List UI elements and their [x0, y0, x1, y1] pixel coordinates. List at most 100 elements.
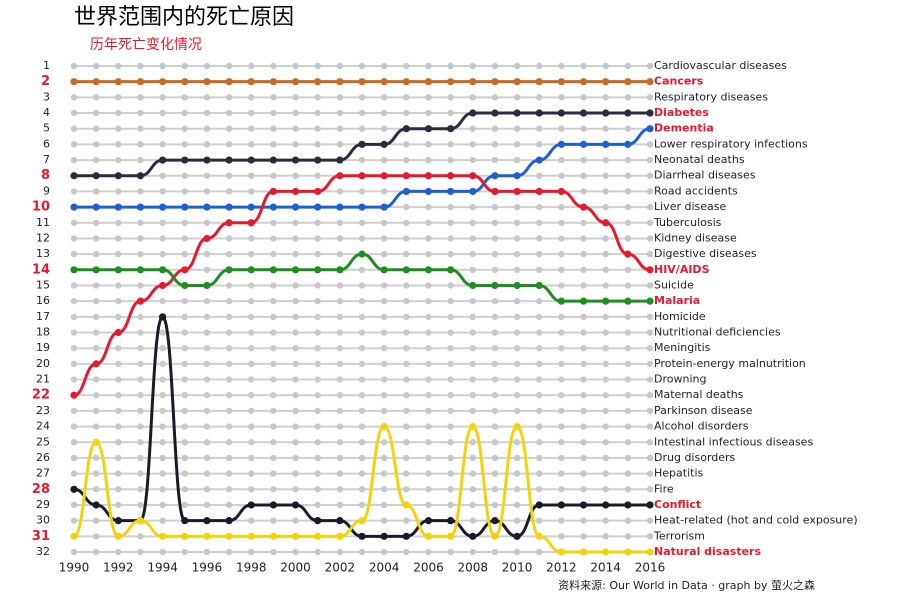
- grid-dot: [115, 235, 122, 242]
- grid-dot: [624, 439, 632, 446]
- grid-dot: [270, 313, 277, 321]
- grid-dot: [270, 517, 277, 524]
- series-point: [114, 78, 122, 86]
- grid-dot: [491, 266, 499, 274]
- series-point: [92, 78, 100, 86]
- x-tick-label: 2000: [280, 561, 311, 575]
- series-point: [380, 140, 388, 148]
- grid-dot: [270, 141, 277, 148]
- series-point: [136, 297, 145, 305]
- grid-dot: [469, 360, 476, 368]
- grid-dot: [92, 250, 100, 258]
- grid-dot: [137, 533, 144, 540]
- grid-dot: [270, 125, 277, 132]
- series-point: [380, 203, 388, 211]
- grid-dot: [447, 329, 454, 336]
- grid-dot: [447, 423, 454, 430]
- grid-dot: [447, 344, 454, 352]
- grid-dot: [181, 62, 188, 70]
- grid-dot: [380, 548, 388, 556]
- series-point: [602, 78, 610, 86]
- grid-dot: [181, 392, 188, 399]
- grid-dot: [491, 407, 499, 415]
- series-point: [203, 281, 211, 290]
- grid-dot: [580, 392, 587, 399]
- series-point: [380, 172, 388, 180]
- grid-dot: [380, 344, 388, 352]
- grid-dot: [646, 313, 654, 321]
- grid-dot: [314, 486, 321, 493]
- series-point: [579, 109, 588, 117]
- series-point: [491, 78, 499, 86]
- grid-dot: [580, 94, 587, 101]
- series-point: [557, 501, 565, 509]
- grid-dot: [580, 454, 587, 462]
- grid-dot: [181, 297, 188, 305]
- grid-dot: [580, 329, 587, 336]
- grid-dot: [513, 407, 521, 415]
- grid-dot: [159, 172, 166, 179]
- grid-dot: [115, 454, 122, 462]
- grid-dot: [403, 454, 410, 462]
- grid-dot: [425, 423, 432, 430]
- series-point: [136, 517, 145, 525]
- series-point: [624, 250, 632, 258]
- series-point: [159, 281, 167, 290]
- series-point: [291, 532, 300, 540]
- grid-dot: [425, 141, 432, 148]
- grid-dot: [314, 360, 321, 368]
- series-point: [136, 78, 145, 86]
- rank-label: Lower respiratory infections: [654, 137, 808, 150]
- grid-dot: [70, 329, 78, 336]
- grid-dot: [70, 297, 78, 305]
- grid-dot: [403, 439, 410, 446]
- grid-dot: [624, 203, 632, 211]
- series-point: [247, 203, 255, 211]
- series-line: [72, 425, 650, 554]
- grid-dot: [580, 533, 587, 540]
- series-point: [225, 517, 233, 525]
- y-tick-label: 9: [43, 184, 50, 197]
- grid-dot: [469, 313, 476, 321]
- grid-dot: [248, 282, 255, 289]
- grid-dot: [380, 235, 388, 242]
- grid-dot: [292, 392, 299, 399]
- grid-dot: [646, 329, 654, 336]
- grid-dot: [92, 62, 100, 70]
- series-point: [424, 78, 433, 86]
- grid-dot: [425, 344, 432, 352]
- series-point: [92, 360, 100, 368]
- grid-dot: [447, 392, 454, 399]
- series-point: [602, 219, 610, 227]
- grid-dot: [380, 360, 388, 368]
- rank-label: Drug disorders: [654, 451, 736, 464]
- grid-dot: [425, 250, 432, 258]
- grid-dot: [314, 376, 321, 383]
- rank-label: Hepatitis: [654, 467, 704, 480]
- series-point: [269, 203, 277, 211]
- grid-dot: [248, 94, 255, 101]
- grid-dot: [602, 156, 609, 164]
- grid-dot: [558, 94, 565, 101]
- grid-dot: [137, 62, 144, 70]
- grid-dot: [314, 172, 321, 179]
- series-point: [358, 517, 366, 525]
- grid-dot: [92, 454, 100, 462]
- grid-dot: [314, 94, 321, 101]
- grid-dot: [491, 344, 499, 352]
- grid-dot: [536, 486, 543, 493]
- grid-dot: [358, 313, 366, 321]
- grid-dot: [181, 219, 188, 226]
- series-point: [424, 187, 433, 196]
- grid-dot: [225, 94, 233, 101]
- grid-dot: [92, 329, 100, 336]
- grid-dot: [558, 376, 565, 383]
- series-point: [646, 297, 654, 305]
- grid-dot: [115, 188, 122, 195]
- grid-dot: [602, 360, 609, 368]
- series-point: [402, 266, 410, 274]
- grid-dot: [602, 392, 609, 399]
- grid-dot: [336, 125, 344, 132]
- grid-dot: [314, 423, 321, 430]
- grid-dot: [292, 313, 299, 321]
